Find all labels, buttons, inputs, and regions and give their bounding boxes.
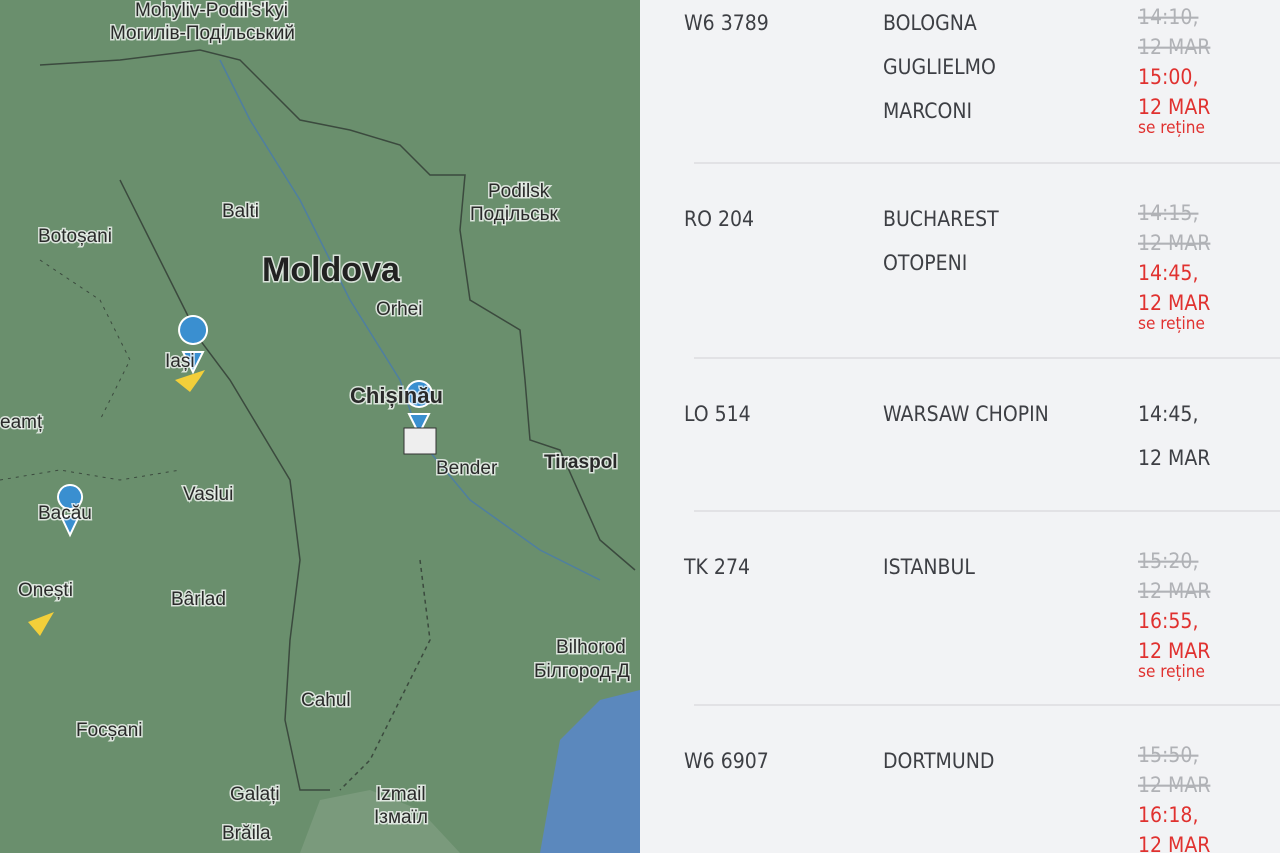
revised-time: 14:45, bbox=[1138, 261, 1198, 285]
map-label: Bender bbox=[436, 458, 498, 479]
destination: DORTMUND bbox=[883, 749, 994, 773]
map-label: Podilsk bbox=[488, 181, 550, 202]
scheduled-time: 14:10, bbox=[1138, 5, 1198, 29]
map-label: Focșani bbox=[76, 720, 143, 741]
flight-number: TK 274 bbox=[683, 555, 750, 579]
scheduled-time: 12 MAR bbox=[1138, 231, 1210, 255]
map-label: Balti bbox=[222, 201, 259, 222]
time: 14:45, bbox=[1138, 402, 1198, 426]
map-label: Iași bbox=[165, 351, 195, 372]
map-label: Botoșani bbox=[38, 226, 112, 247]
map-label: Bârlad bbox=[171, 589, 226, 610]
flight-number: W6 3789 bbox=[684, 11, 769, 35]
scheduled-time: 14:15, bbox=[1138, 201, 1198, 225]
pin bbox=[57, 484, 84, 538]
destination: GUGLIELMO bbox=[883, 55, 996, 79]
map-land bbox=[0, 0, 640, 853]
destination: BUCHAREST bbox=[883, 207, 999, 231]
scheduled-time: 12 MAR bbox=[1138, 579, 1210, 603]
revised-time: 16:55, bbox=[1138, 609, 1198, 633]
revised-time: 12 MAR bbox=[1138, 291, 1210, 315]
map-label: Білгород-Д bbox=[534, 661, 630, 682]
destination: BOLOGNA bbox=[883, 11, 977, 35]
map-label: Ізмаїл bbox=[374, 807, 428, 828]
plane bbox=[175, 370, 205, 392]
map-label: Mohyliv-Podil's'kyi bbox=[135, 0, 288, 21]
pin bbox=[178, 315, 209, 375]
destination: OTOPENI bbox=[883, 251, 967, 275]
map-label: Moldova bbox=[262, 251, 401, 289]
scheduled-time: 12 MAR bbox=[1138, 773, 1210, 797]
flight-list: W6 3789 BOLOGNA GUGLIELMO MARCONI 14:10, 12 M… bbox=[683, 5, 1280, 853]
map-label: Onești bbox=[18, 580, 73, 601]
revised-time: 12 MAR bbox=[1138, 833, 1210, 853]
borders bbox=[0, 49, 636, 791]
map-label: Tiraspol bbox=[544, 452, 618, 473]
status: se reține bbox=[1138, 314, 1205, 334]
markers bbox=[28, 315, 437, 636]
destination: ISTANBUL bbox=[883, 555, 975, 579]
pin bbox=[405, 380, 434, 437]
revised-time: 12 MAR bbox=[1138, 639, 1210, 663]
flight-number: W6 6907 bbox=[684, 749, 769, 773]
map-label: Подільськ bbox=[470, 204, 558, 225]
map-label: Chișinău bbox=[350, 383, 443, 408]
destination: WARSAW CHOPIN bbox=[883, 402, 1049, 426]
status: se reține bbox=[1138, 118, 1205, 138]
plane bbox=[28, 612, 54, 636]
map-label: Bacău bbox=[38, 503, 92, 524]
map: Mohyliv-Podil's'kyi Могилів-Подільський … bbox=[0, 0, 640, 853]
revised-time: 15:00, bbox=[1138, 65, 1198, 89]
airport-icon bbox=[403, 427, 437, 455]
map-label: Galați bbox=[230, 784, 280, 805]
flight-number: RO 204 bbox=[684, 207, 754, 231]
delta bbox=[300, 790, 460, 853]
revised-time: 16:18, bbox=[1138, 803, 1198, 827]
scheduled-time: 15:20, bbox=[1138, 549, 1198, 573]
scheduled-time: 15:50, bbox=[1138, 743, 1198, 767]
time: 12 MAR bbox=[1138, 446, 1210, 470]
destination: MARCONI bbox=[883, 99, 972, 123]
revised-time: 12 MAR bbox=[1138, 95, 1210, 119]
scheduled-time: 12 MAR bbox=[1138, 35, 1210, 59]
rivers bbox=[219, 59, 601, 581]
map-label: Cahul bbox=[301, 690, 351, 711]
map-label: Izmail bbox=[376, 784, 426, 805]
map-label: Vaslui bbox=[183, 484, 233, 505]
map-label: Могилів-Подільський bbox=[110, 23, 295, 44]
sea bbox=[540, 690, 640, 853]
status: se reține bbox=[1138, 662, 1205, 682]
flight-number: LO 514 bbox=[684, 402, 751, 426]
map-label: eamț bbox=[0, 412, 43, 433]
map-label: Brăila bbox=[222, 823, 271, 844]
map-label: Bilhorod bbox=[556, 637, 626, 658]
map-label: Orhei bbox=[376, 299, 422, 320]
